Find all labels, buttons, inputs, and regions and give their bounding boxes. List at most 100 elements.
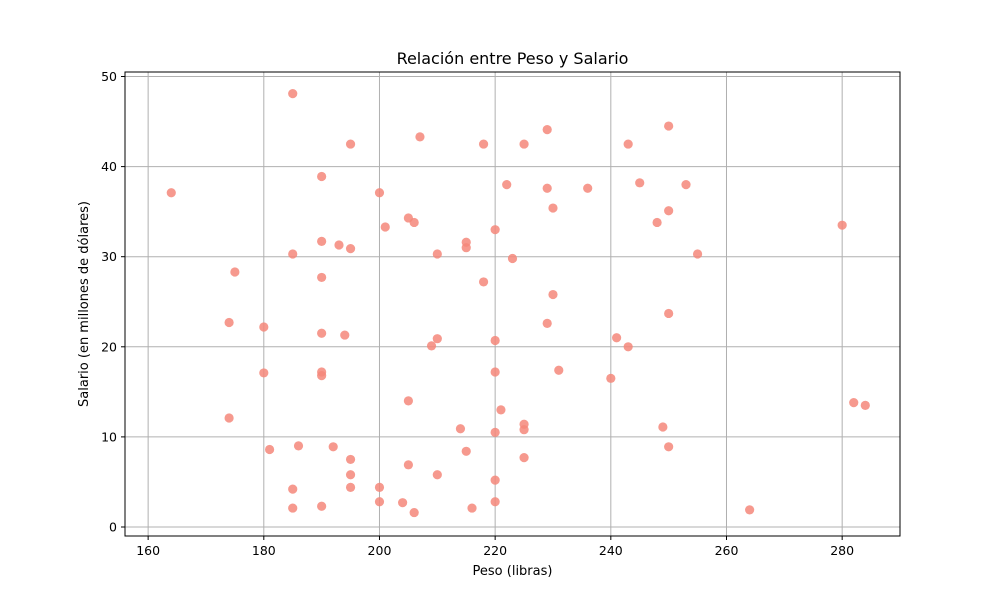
data-point — [259, 368, 269, 378]
data-point — [328, 442, 338, 452]
x-tick-label: 180 — [252, 543, 276, 558]
data-point — [554, 365, 564, 375]
x-tick-label: 200 — [368, 543, 392, 558]
y-tick-label: 0 — [109, 519, 117, 534]
data-point — [380, 222, 390, 232]
data-point — [519, 425, 529, 435]
axis-ticks: 160 180 200 220 240 260 280 0 10 20 30 40 50 — [101, 69, 854, 558]
data-point — [334, 240, 344, 250]
data-point — [224, 317, 234, 328]
chart-title: Relación entre Peso y Salario — [397, 49, 629, 68]
data-point — [681, 180, 691, 190]
data-point — [345, 139, 356, 149]
data-point — [467, 503, 477, 513]
data-point — [426, 341, 437, 351]
data-point — [288, 484, 298, 494]
data-point — [374, 188, 385, 198]
data-point — [478, 277, 489, 287]
data-point — [409, 217, 419, 228]
data-point — [542, 183, 552, 193]
data-point — [409, 507, 419, 518]
data-point — [664, 442, 674, 452]
data-point — [548, 289, 558, 300]
y-axis-label: Salario (en millones de dólares) — [77, 201, 92, 407]
data-point — [415, 132, 425, 142]
data-point — [398, 498, 408, 508]
data-point — [264, 444, 275, 455]
data-point — [317, 236, 327, 246]
y-tick-label: 30 — [101, 249, 117, 264]
data-point — [542, 318, 552, 328]
data-point — [519, 453, 529, 463]
x-tick-label: 240 — [599, 543, 623, 558]
x-tick-label: 160 — [136, 543, 160, 558]
data-point — [374, 497, 385, 507]
data-point — [496, 405, 506, 415]
data-point — [849, 398, 859, 408]
x-tick-label: 220 — [483, 543, 507, 558]
data-point — [664, 121, 674, 131]
data-point — [461, 243, 471, 253]
data-point — [288, 89, 298, 99]
data-point — [432, 334, 442, 344]
data-point — [490, 335, 500, 346]
x-tick-label: 260 — [715, 543, 739, 558]
data-point — [293, 441, 304, 451]
data-point — [860, 400, 870, 410]
data-point — [542, 125, 552, 135]
grid-lines — [125, 72, 900, 536]
data-point — [403, 460, 413, 470]
data-point — [478, 139, 489, 149]
data-point — [635, 178, 645, 188]
y-tick-label: 40 — [101, 159, 117, 174]
data-point — [340, 330, 350, 340]
data-point — [490, 475, 500, 485]
data-point — [461, 446, 471, 456]
data-point — [455, 424, 466, 434]
data-point — [745, 505, 755, 515]
data-point — [288, 503, 298, 513]
data-point — [612, 333, 622, 343]
data-point — [583, 183, 593, 193]
data-point — [317, 272, 327, 283]
data-point — [317, 171, 327, 182]
data-point — [837, 220, 847, 230]
data-point — [623, 139, 633, 149]
data-point — [317, 371, 327, 381]
y-tick-label: 50 — [101, 69, 117, 84]
data-point — [224, 413, 234, 423]
data-point — [507, 253, 518, 264]
data-point — [502, 180, 512, 190]
data-point — [652, 217, 662, 228]
data-point — [345, 482, 356, 492]
data-point — [288, 249, 298, 259]
data-point — [606, 373, 616, 383]
data-point — [519, 139, 529, 149]
data-point — [658, 422, 668, 432]
data-point — [490, 427, 500, 437]
data-point — [259, 322, 269, 332]
data-point — [490, 367, 500, 377]
y-tick-label: 10 — [101, 429, 117, 444]
data-point — [317, 501, 327, 511]
data-point — [692, 249, 703, 259]
data-point — [403, 396, 413, 406]
data-point — [490, 497, 500, 507]
data-point — [623, 342, 633, 352]
plot-frame — [124, 71, 901, 537]
y-tick-label: 20 — [101, 339, 117, 354]
data-point — [432, 470, 442, 480]
data-point — [664, 308, 674, 319]
data-point — [490, 225, 500, 235]
x-axis-label: Peso (libras) — [473, 564, 553, 579]
data-point — [374, 482, 385, 492]
data-point — [345, 454, 356, 465]
data-point — [345, 243, 356, 254]
data-point — [166, 188, 176, 198]
data-point — [317, 328, 327, 338]
data-point — [664, 206, 674, 216]
data-points — [166, 89, 870, 518]
data-point — [345, 470, 356, 480]
data-point — [432, 249, 442, 259]
